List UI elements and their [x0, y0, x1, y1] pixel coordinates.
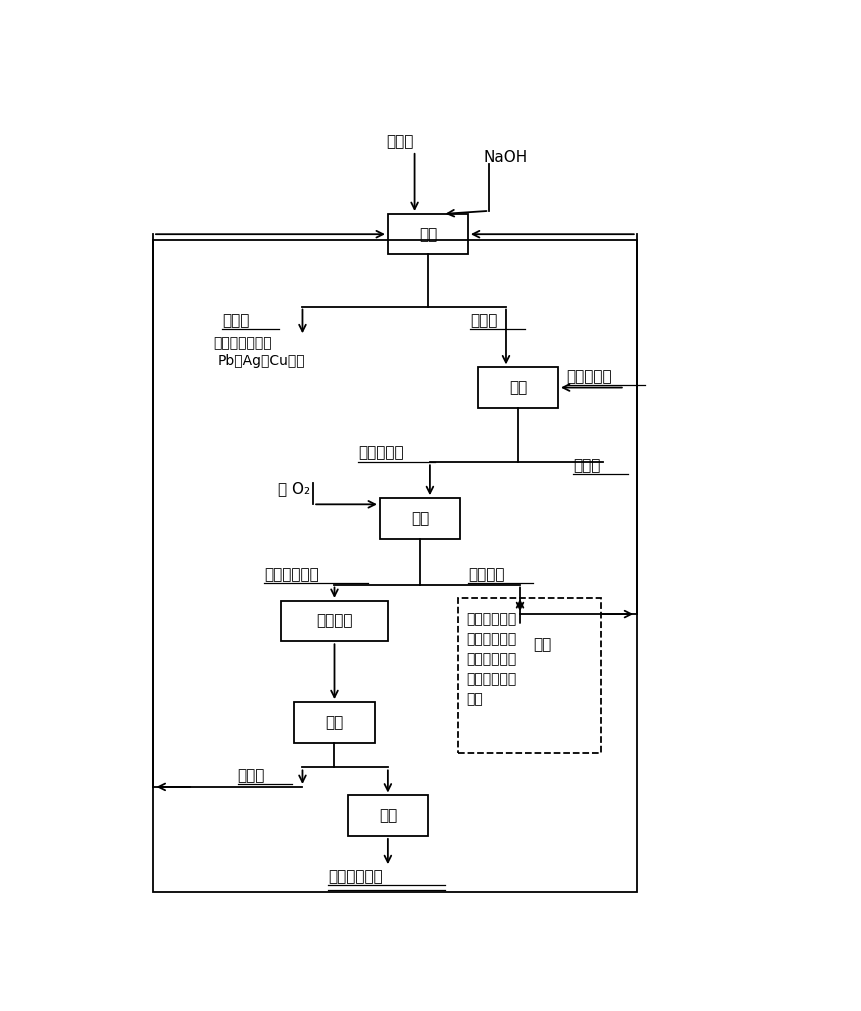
FancyBboxPatch shape — [478, 367, 558, 407]
Text: 氧化: 氧化 — [411, 511, 429, 526]
Text: （返银转炉回收: （返银转炉回收 — [213, 337, 272, 350]
FancyBboxPatch shape — [387, 214, 468, 255]
Text: 焦锑酸钠产品: 焦锑酸钠产品 — [328, 868, 382, 884]
Text: 焦锑酸钠沉淀: 焦锑酸钠沉淀 — [264, 567, 319, 582]
Text: 净化渣: 净化渣 — [573, 458, 601, 473]
Text: 浸出渣: 浸出渣 — [222, 313, 250, 329]
Text: 洗涤: 洗涤 — [325, 715, 344, 730]
FancyBboxPatch shape — [281, 601, 388, 641]
Text: 硫化物溶液: 硫化物溶液 — [567, 369, 612, 384]
FancyBboxPatch shape — [458, 598, 601, 753]
Text: 晶型调整: 晶型调整 — [316, 614, 353, 629]
Text: 氧化液中当砷
含量过高时不
宜重返笹浸阶
段，需进一步
处理: 氧化液中当砷 含量过高时不 宜重返笹浸阶 段，需进一步 处理 — [466, 612, 517, 706]
Text: 烘干: 烘干 — [379, 808, 397, 823]
Text: NaOH: NaOH — [484, 150, 528, 165]
FancyBboxPatch shape — [348, 796, 428, 836]
Text: Pb、Ag、Cu等）: Pb、Ag、Cu等） — [218, 354, 306, 368]
FancyBboxPatch shape — [294, 702, 375, 742]
Text: 浸出: 浸出 — [418, 226, 437, 242]
Text: 纯 O₂: 纯 O₂ — [278, 481, 310, 496]
Text: 锑氧粉: 锑氧粉 — [387, 134, 414, 149]
Text: 氧化后液: 氧化后液 — [468, 567, 505, 582]
Text: 洗涤水: 洗涤水 — [238, 767, 265, 783]
Text: 含锑浸出液: 含锑浸出液 — [358, 446, 404, 460]
Text: 返浸: 返浸 — [533, 637, 552, 652]
Text: 净化: 净化 — [509, 380, 527, 395]
FancyBboxPatch shape — [380, 498, 460, 539]
Text: 浸出液: 浸出液 — [470, 313, 498, 329]
